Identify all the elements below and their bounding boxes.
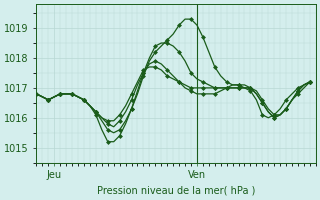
X-axis label: Pression niveau de la mer( hPa ): Pression niveau de la mer( hPa ) <box>97 186 255 196</box>
